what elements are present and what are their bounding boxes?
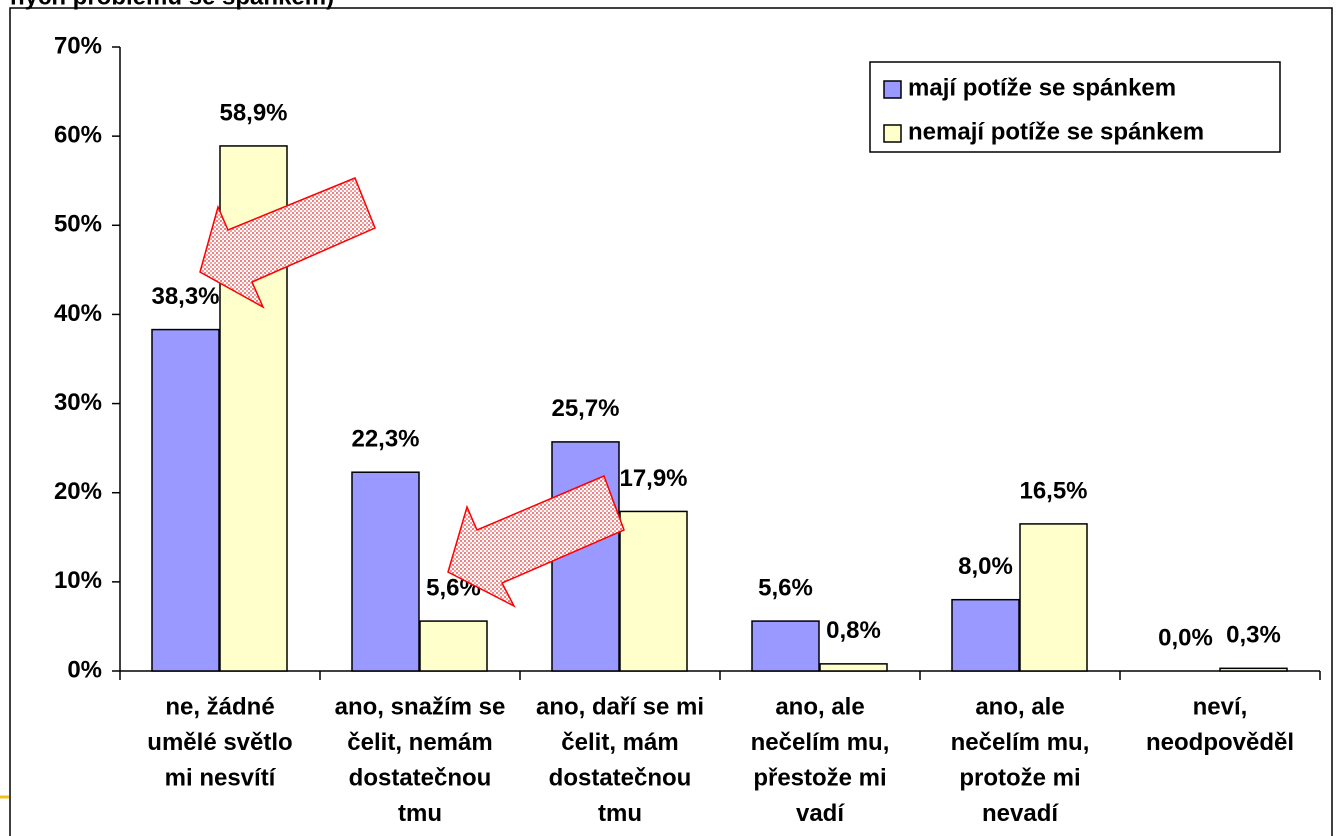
y-tick-label: 70% (54, 32, 102, 59)
x-tick-label: protože mi (959, 764, 1080, 791)
arrow (199, 177, 376, 309)
y-tick-label: 0% (67, 656, 102, 683)
x-tick-label: ano, daří se mi (536, 693, 704, 720)
x-tick-label: nečelím mu, (951, 729, 1090, 756)
x-tick-label: čelit, nemám (347, 729, 492, 756)
x-tick-label: nečelím mu, (751, 729, 890, 756)
value-label: 8,0% (958, 553, 1013, 580)
x-tick-label: tmu (598, 800, 642, 827)
value-label: 16,5% (1019, 477, 1087, 504)
value-label: 0,8% (826, 617, 881, 644)
bar (151, 328, 220, 672)
chart-title: ných problému se spánkem) (10, 0, 334, 10)
value-label: 0,3% (1226, 622, 1281, 649)
x-tick-label: tmu (398, 800, 442, 827)
x-tick-label: neví, (1193, 693, 1248, 720)
legend-swatch (883, 80, 902, 99)
value-label: 5,6% (758, 574, 813, 601)
bar (619, 510, 688, 672)
x-tick-label: dostatečnou (349, 764, 492, 791)
bar (1219, 667, 1288, 672)
y-tick-label: 40% (54, 300, 102, 327)
x-tick-label: ne, žádné (165, 693, 274, 720)
y-tick-label: 10% (54, 567, 102, 594)
legend-label: mají potíže se spánkem (908, 74, 1176, 101)
x-tick-label: mi nesvítí (165, 764, 277, 791)
value-label: 22,3% (351, 426, 419, 453)
bar (419, 620, 488, 672)
legend-label: nemají potíže se spánkem (908, 118, 1204, 145)
legend-entries: mají potíže se spánkem nemají potíže se s… (883, 74, 1204, 145)
legend (869, 61, 1281, 153)
bar (951, 598, 1020, 672)
chart-frame (9, 7, 1333, 836)
y-tick-label: 30% (54, 389, 102, 416)
arrow (447, 475, 625, 608)
bar (351, 471, 420, 672)
value-label: 38,3% (151, 283, 219, 310)
y-tick-label: 20% (54, 478, 102, 505)
x-tick-label: ano, snažím se (335, 693, 506, 720)
x-tick-label: ano, ale (775, 693, 864, 720)
bar (1019, 523, 1088, 672)
y-tick-label: 50% (54, 211, 102, 238)
x-tick-label: ano, ale (975, 693, 1064, 720)
value-label: 17,9% (619, 465, 687, 492)
bar (819, 663, 888, 672)
x-tick-label: nevadí (982, 800, 1059, 827)
bar (751, 620, 820, 672)
x-tick-label: dostatečnou (549, 764, 692, 791)
value-label: 0,0% (1158, 624, 1213, 651)
value-label: 58,9% (219, 99, 287, 126)
x-tick-label: vadí (796, 800, 845, 827)
x-tick-label: čelit, mám (561, 729, 678, 756)
x-tick-label: umělé světlo (147, 729, 292, 756)
legend-swatch (883, 124, 902, 143)
plot-area: 0% 10% 20% 30% 40% 50% 60% 70% ne, žádné umělé sv… (54, 32, 1321, 827)
value-label: 25,7% (551, 395, 619, 422)
x-tick-label: neodpověděl (1146, 729, 1294, 756)
y-tick-label: 60% (54, 121, 102, 148)
x-tick-label: přestože mi (753, 764, 886, 791)
